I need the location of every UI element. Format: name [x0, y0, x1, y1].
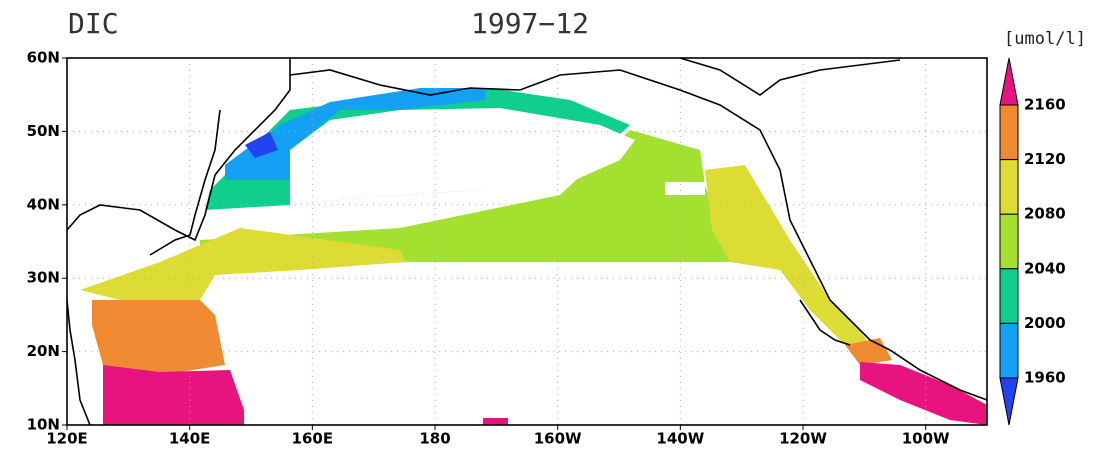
field-region: [245, 132, 278, 158]
colorbar-label: 2000: [1024, 314, 1066, 332]
lat-label: 30N: [27, 269, 60, 287]
field-region: [80, 228, 405, 300]
field-region: [92, 300, 225, 375]
field-region: [705, 165, 870, 345]
field: [80, 88, 987, 425]
lat-label: 40N: [27, 195, 60, 213]
map-frame: [66, 57, 988, 426]
lon-label: 140E: [169, 430, 211, 448]
field-region: [483, 418, 508, 425]
subtitle: 1997−12: [471, 7, 589, 40]
lon-label: 160E: [292, 430, 334, 448]
colorbar-label: 2040: [1024, 259, 1066, 277]
colorbar-segment: [999, 213, 1019, 270]
colorbar-segment: [999, 159, 1019, 215]
colorbar-label: 1960: [1024, 369, 1066, 387]
colorbar-label: 2120: [1024, 150, 1066, 168]
lon-label: 140W: [656, 430, 704, 448]
colorbar-segment: [999, 322, 1019, 379]
colorbar-segment: [999, 57, 1019, 106]
colorbar-segment: [999, 377, 1019, 426]
colorbar: 2160 2120 2080 2040 2000 1960: [999, 57, 1066, 426]
lon-label: 160W: [534, 430, 582, 448]
title: DIC: [68, 7, 119, 40]
lat-label: 50N: [27, 122, 60, 140]
colorbar-label: 2160: [1024, 96, 1066, 114]
colorbar-segment: [999, 104, 1019, 161]
colorbar-label: 2080: [1024, 205, 1066, 223]
colorbar-segment: [999, 268, 1019, 324]
lon-label: 100W: [902, 430, 950, 448]
field-region: [860, 362, 987, 425]
lon-label: 180: [419, 430, 450, 448]
legend-unit: [umol/l]: [1004, 29, 1086, 49]
lat-label: 60N: [27, 49, 60, 67]
lat-label: 20N: [27, 342, 60, 360]
coastlines: [66, 57, 988, 426]
field-region: [103, 365, 244, 425]
lon-label: 120W: [779, 430, 827, 448]
lon-label: 120E: [46, 430, 88, 448]
lat-label: 10N: [27, 416, 60, 434]
